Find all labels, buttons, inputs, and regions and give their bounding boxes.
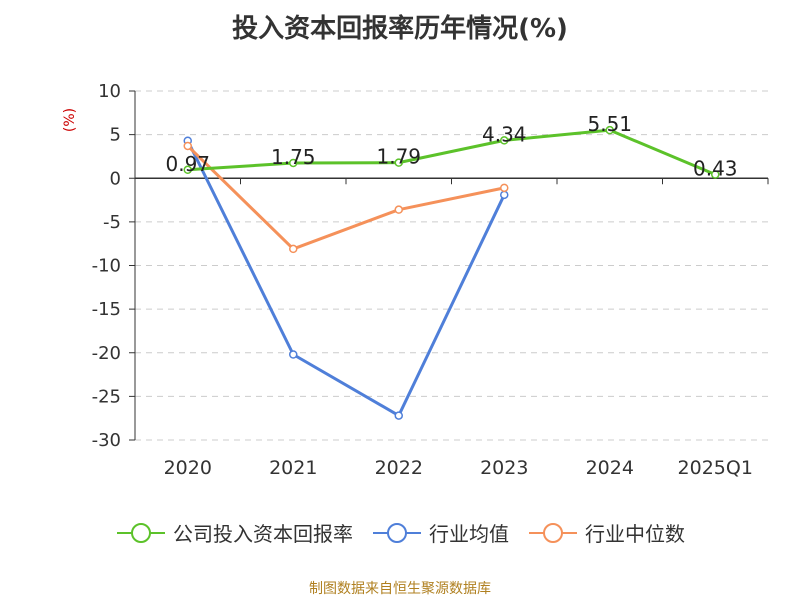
data-point [394,411,403,420]
y-tick-label: -30 [92,430,121,451]
y-tick-label: -20 [92,343,121,364]
data-point [289,244,298,254]
data-label: 5.51 [587,112,632,136]
y-axis-unit: (%) [62,107,79,133]
x-tick-label: 2023 [480,457,528,479]
data-point [394,205,403,214]
data-point [711,170,720,179]
y-tick-label: -10 [92,256,121,277]
x-tick-label: 2024 [586,457,634,479]
x-tick-label: 2020 [164,457,212,479]
x-tick-label: 2021 [269,457,317,479]
data-point [394,158,403,167]
legend-item-industry-median[interactable]: 行业中位数 [527,518,685,547]
series-line [186,140,506,418]
data-point [183,141,192,151]
y-tick-label: -5 [103,212,121,233]
legend-marker-icon [373,522,421,543]
legend-label: 公司投入资本回报率 [173,522,353,546]
data-label: 1.75 [271,145,316,169]
y-tick-label: 0 [110,168,121,189]
data-label: 0.97 [165,152,210,176]
y-tick-label: -15 [92,299,121,320]
data-label: 0.43 [693,156,738,180]
legend-label: 行业中位数 [585,522,685,546]
series-line [186,144,505,251]
legend-label: 行业均值 [429,522,509,546]
legend-marker-icon [529,522,577,543]
series-line [187,128,716,176]
x-tick-label: 2025Q1 [678,457,753,479]
legend-marker-icon [117,522,165,543]
data-label: 1.79 [376,145,421,169]
source-footer: 制图数据来自恒生聚源数据库 [309,581,491,597]
chart-title: 投入资本回报率历年情况(%) [232,14,568,44]
data-point [500,136,509,145]
y-tick-label: -25 [92,386,121,407]
y-tick-label: 10 [98,81,121,102]
x-tick-label: 2022 [375,457,423,479]
data-point [183,165,192,175]
y-tick-label: 5 [110,125,121,146]
data-point [605,125,614,135]
legend-item-company[interactable]: 公司投入资本回报率 [115,518,353,547]
data-point [500,183,509,193]
legend-item-industry-mean[interactable]: 行业均值 [371,518,509,547]
chart-legend: 公司投入资本回报率 行业均值 行业中位数 [0,518,800,547]
data-point [289,158,298,168]
data-label: 4.34 [482,122,527,146]
data-point [289,350,298,359]
data-point [500,190,509,200]
